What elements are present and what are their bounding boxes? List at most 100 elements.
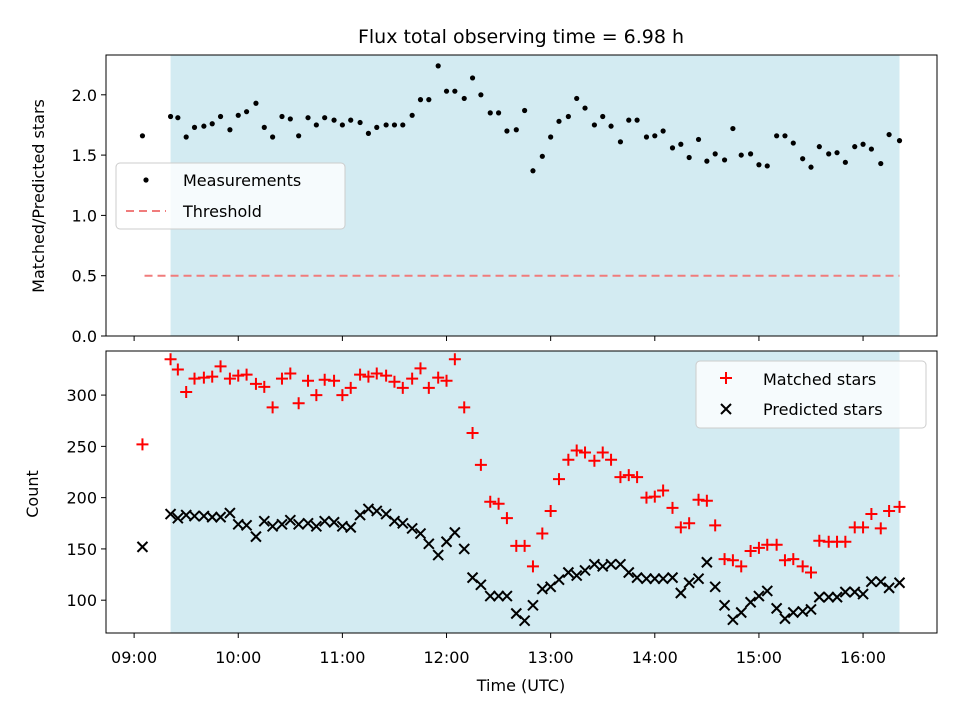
x-tick-label: 16:00 <box>840 648 886 667</box>
measurements-point <box>513 127 519 133</box>
measurements-point <box>279 113 285 120</box>
predicted-stars-point <box>657 572 669 585</box>
matched-stars-point <box>631 471 644 484</box>
predicted-stars-point <box>605 558 617 571</box>
matched-stars-point <box>328 374 341 387</box>
predicted-stars-point <box>822 591 835 603</box>
predicted-stars-point <box>397 517 409 529</box>
predicted-stars-point <box>388 515 401 527</box>
predicted-stars-point <box>136 541 149 553</box>
predicted-stars-point <box>362 503 375 515</box>
predicted-stars-point <box>883 582 895 594</box>
measurements-point <box>868 146 874 152</box>
predicted-stars-point <box>718 599 731 612</box>
matched-stars-point <box>414 362 427 375</box>
predicted-stars-point <box>206 511 218 523</box>
predicted-stars-point <box>492 590 505 602</box>
matched-stars-point <box>336 389 349 402</box>
matched-stars-point <box>180 386 193 399</box>
measurements-point <box>313 122 319 128</box>
legend-measurements-label: Measurements <box>183 171 301 190</box>
measurements-point <box>782 133 788 139</box>
measurements-point <box>435 63 441 69</box>
predicted-stars-point <box>224 507 236 519</box>
matched-stars-point <box>622 469 635 482</box>
predicted-stars-point <box>240 519 253 532</box>
measurements-point <box>565 113 571 120</box>
predicted-stars-point <box>744 596 757 608</box>
measurements-point <box>167 113 174 120</box>
predicted-stars-point <box>188 510 201 522</box>
measurements-point <box>617 139 624 145</box>
matched-stars-point <box>796 560 809 573</box>
predicted-stars-point <box>536 583 549 595</box>
matched-stars-point <box>640 491 653 504</box>
y-tick-label: 0.0 <box>72 327 97 346</box>
measurements-point <box>747 151 754 157</box>
measurements-point <box>852 144 858 150</box>
measurements-point <box>678 141 684 147</box>
predicted-stars-point <box>796 605 809 618</box>
matched-stars-point <box>318 373 331 386</box>
measurements-point <box>660 128 666 134</box>
measurements-point <box>201 123 207 129</box>
predicted-stars-point <box>597 560 609 573</box>
matched-stars-point <box>232 369 245 382</box>
matched-stars-point <box>883 504 896 517</box>
measurements-point <box>365 130 372 136</box>
measurements-point <box>774 133 780 139</box>
predicted-stars-point <box>172 512 184 524</box>
predicted-stars-point <box>423 538 435 550</box>
ratio-panel: 0.00.51.01.52.0 Matched/Predicted stars … <box>29 54 938 346</box>
measurements-point <box>339 122 345 128</box>
measurements-point <box>391 122 398 128</box>
y-tick-label: 100 <box>66 591 97 610</box>
count-panel: 100 150 200 250 300 09:00 10:00 11:00 12:00 13:0… <box>23 350 938 695</box>
matched-stars-point <box>709 519 722 532</box>
matched-stars-point <box>526 560 539 573</box>
predicted-stars-point <box>345 521 357 534</box>
matched-stars-point <box>266 401 279 414</box>
measurements-point <box>730 125 736 132</box>
measurements-point <box>634 117 640 123</box>
predicted-stars-point <box>562 566 575 579</box>
matched-stars-point <box>474 458 487 471</box>
count-panel-frame <box>105 350 938 634</box>
measurements-point <box>842 159 848 165</box>
measurements-point <box>522 107 528 114</box>
measurements-point <box>487 110 493 116</box>
predicted-stars-point <box>440 536 453 548</box>
measurements-point <box>357 119 363 126</box>
predicted-stars-point <box>432 549 444 561</box>
predicted-stars-point <box>449 526 461 539</box>
measurements-point <box>296 133 302 139</box>
count-x-ticks: 09:00 10:00 11:00 12:00 13:00 14:00 15:00 16:00 <box>111 633 886 667</box>
matched-stars-point <box>164 353 177 366</box>
measurements-point <box>686 154 692 161</box>
measurements-point <box>826 151 832 157</box>
x-tick-label: 13:00 <box>528 648 574 667</box>
predicted-stars-point <box>328 516 340 528</box>
predicted-stars-point <box>753 590 765 602</box>
matched-stars-point <box>432 371 445 384</box>
ratio-panel-frame <box>105 54 938 337</box>
count-y-axis-label: Count <box>23 470 42 518</box>
measurements-point <box>574 95 580 102</box>
matched-stars-point <box>770 538 783 551</box>
matched-stars-point <box>657 484 670 497</box>
predicted-stars-point <box>310 520 323 533</box>
matched-stars-point <box>354 368 367 381</box>
matched-stars-point <box>518 539 531 552</box>
predicted-stars-point <box>579 564 591 577</box>
measurements-point <box>548 134 554 140</box>
matched-stars-point <box>588 454 601 467</box>
predicted-stars-point <box>214 511 227 523</box>
matched-stars-point <box>562 453 575 466</box>
measurements-point <box>896 138 903 144</box>
matched-stars-point <box>674 521 687 534</box>
predicted-stars-point <box>701 556 713 568</box>
count-legend-box <box>695 360 927 429</box>
predicted-stars-point <box>266 520 279 533</box>
ratio-y-ticks: 0.0 0.5 1.0 1.5 2.0 <box>72 86 106 346</box>
